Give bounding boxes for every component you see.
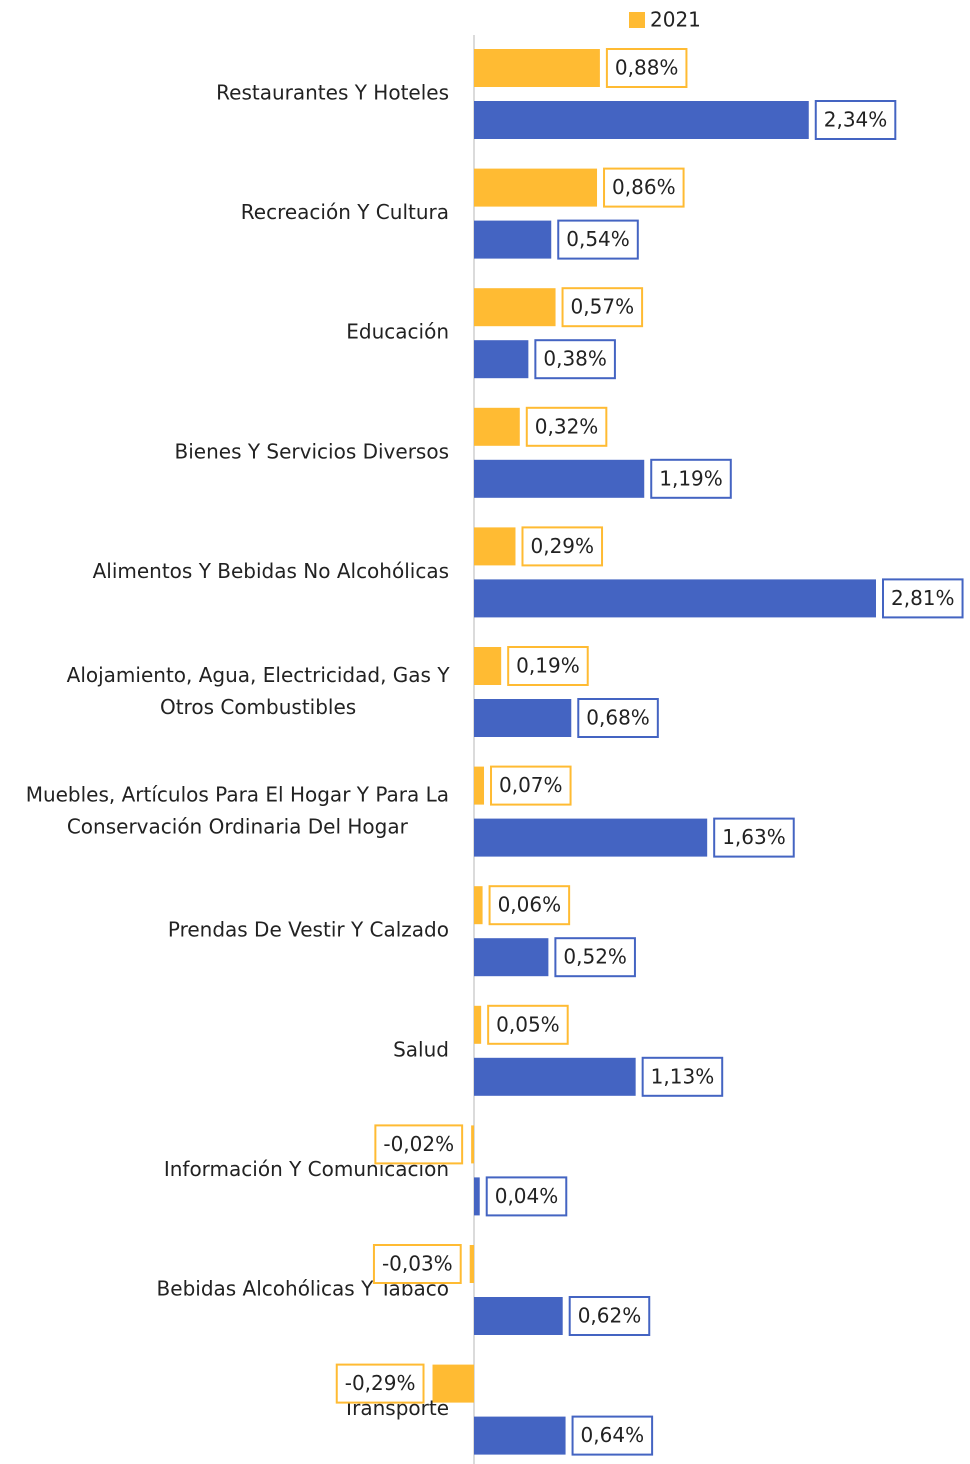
bar [469,1245,474,1283]
data-label: 0,88% [615,56,679,80]
data-label: 1,13% [651,1064,715,1088]
data-label-box [490,765,572,806]
bar [474,168,598,207]
bar [474,288,556,327]
bar [474,101,809,139]
data-label: 0,62% [578,1304,642,1328]
data-label: 0,68% [586,706,650,730]
bar [474,49,600,87]
data-label: 0,06% [498,893,562,917]
bar [474,938,549,977]
bar [474,527,516,566]
data-label-box [557,219,639,260]
data-label-box [577,698,659,738]
bar [474,220,552,259]
data-label: -0,02% [383,1132,454,1156]
data-label: 0,38% [543,347,607,371]
data-label-box [525,406,608,447]
data-label-box [641,1056,724,1097]
data-label: 0,04% [495,1184,559,1208]
data-label-box [571,1415,654,1456]
data-label: 0,54% [566,227,630,251]
category-label: Recreación Y Cultura [241,200,449,224]
data-label: -0,29% [345,1371,416,1395]
data-label-box [568,1296,651,1336]
data-label-box [488,885,571,926]
bar [471,1125,474,1164]
data-label: 0,64% [581,1423,645,1447]
data-label: 0,57% [571,295,635,319]
bar [474,886,483,925]
data-label-box [487,1004,569,1045]
bar [474,1177,480,1216]
data-label-box [561,287,644,328]
data-label: 0,05% [496,1012,560,1036]
bar [474,766,485,805]
bar [474,1057,636,1096]
category-label: Prendas De Vestir Y Calzado [168,918,449,942]
bar [474,579,876,618]
data-label-box [713,817,795,858]
category-label: Alimentos Y Bebidas No Alcohólicas [93,559,449,583]
category-label: Alojamiento, Agua, Electricidad, Gas Y Ot… [67,663,451,719]
category-label: Muebles, Artículos Para El Hogar Y Para … [26,782,449,838]
legend-swatch [629,12,645,28]
data-label: 1,19% [659,466,723,490]
bar [474,1005,482,1044]
bar [474,459,645,498]
category-label: Restaurantes Y Hoteles [216,81,449,105]
data-label: 0,32% [535,414,599,438]
data-label-box [374,1124,464,1165]
data-label: 0,19% [516,654,580,678]
category-label: Bienes Y Servicios Diversos [175,439,450,463]
data-label-box [603,167,685,208]
data-label-box [534,339,616,380]
bar [474,1416,566,1455]
data-label-box [882,578,964,619]
data-label: 0,29% [530,534,594,558]
data-label: 2,81% [891,586,955,610]
bar [474,818,708,857]
bar [474,407,520,446]
category-label: Salud [393,1037,449,1061]
data-label-box [372,1244,462,1284]
data-label: 2,34% [824,108,888,132]
data-label-box [605,48,688,88]
legend-label: 2021 [650,8,701,32]
bar [474,1297,563,1335]
data-label-box [521,526,604,567]
data-label: -0,03% [382,1252,453,1276]
data-label: 1,63% [722,825,786,849]
category-label: Educación [346,320,449,344]
data-label: 0,86% [612,175,676,199]
data-label-box [650,458,732,499]
data-label-box [485,1176,568,1217]
data-label-box [554,937,636,978]
data-label-box [507,646,589,686]
data-label-box [814,100,897,140]
bar [474,340,529,379]
bar [474,647,502,685]
bar [474,699,572,737]
data-label: 0,07% [499,773,563,797]
bar [432,1364,474,1403]
data-label: 0,52% [563,945,627,969]
data-label-box [335,1363,425,1404]
